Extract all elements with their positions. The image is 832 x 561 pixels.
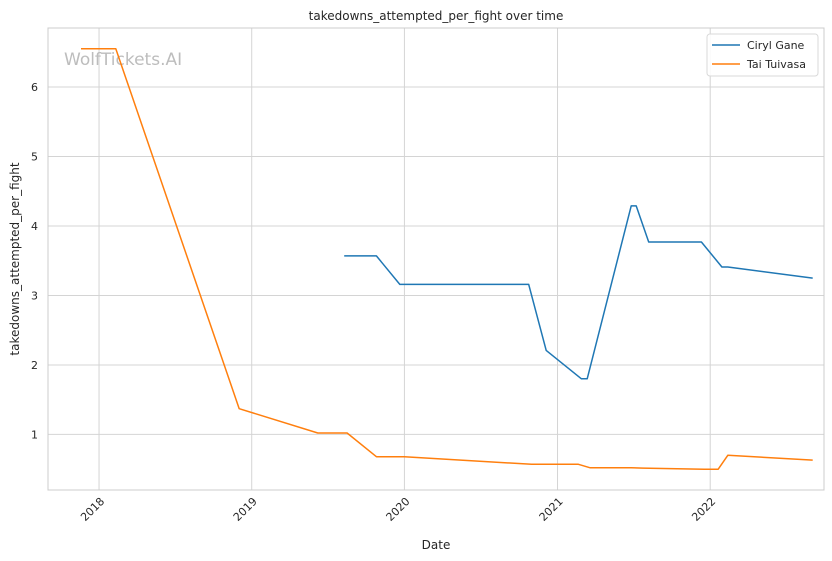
legend: Ciryl Gane Tai Tuivasa [706, 33, 819, 77]
series-line [344, 205, 813, 380]
series-line [81, 48, 813, 470]
x-tick-labels: 2018 2019 2020 2021 2022 [78, 495, 718, 524]
y-tick-label: 4 [31, 220, 38, 233]
series-layer [81, 48, 813, 470]
chart-title: takedowns_attempted_per_fight over time [309, 9, 564, 23]
y-tick-label: 5 [31, 151, 38, 164]
y-tick-labels: 1 2 3 4 5 6 [31, 81, 38, 441]
x-tick-label: 2019 [231, 495, 260, 524]
y-axis-label: takedowns_attempted_per_fight [8, 162, 22, 355]
legend-label: Ciryl Gane [747, 39, 805, 52]
grid [48, 28, 824, 490]
y-tick-label: 1 [31, 428, 38, 441]
legend-label: Tai Tuivasa [746, 58, 806, 71]
x-tick-label: 2022 [689, 495, 718, 524]
x-axis-label: Date [422, 538, 451, 552]
plot-frame [47, 27, 825, 491]
x-tick-label: 2018 [78, 495, 107, 524]
watermark: WolfTickets.AI [64, 50, 182, 70]
y-tick-label: 2 [31, 359, 38, 372]
y-tick-label: 6 [31, 81, 38, 94]
x-tick-label: 2021 [537, 495, 566, 524]
y-tick-label: 3 [31, 289, 38, 302]
x-tick-label: 2020 [384, 495, 413, 524]
